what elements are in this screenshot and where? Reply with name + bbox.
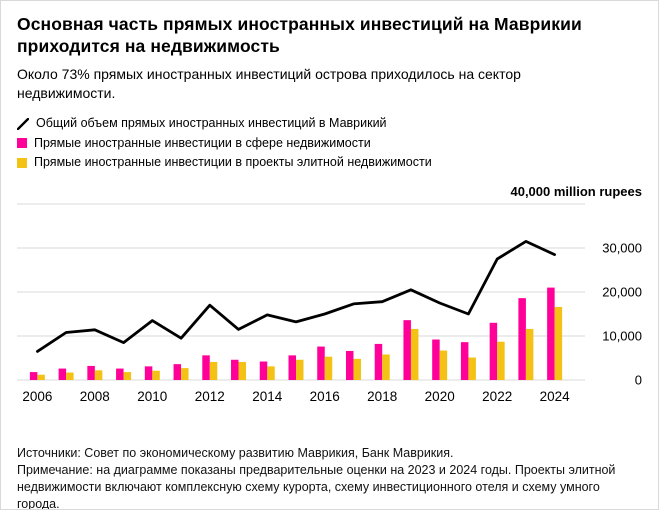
- svg-text:2012: 2012: [195, 389, 225, 404]
- svg-text:2006: 2006: [22, 389, 52, 404]
- legend-label: Общий объем прямых иностранных инвестици…: [36, 115, 387, 130]
- svg-text:2018: 2018: [367, 389, 397, 404]
- note-text: Примечание: на диаграмме показаны предва…: [17, 463, 616, 510]
- svg-text:20,000: 20,000: [602, 285, 642, 300]
- svg-text:2008: 2008: [80, 389, 110, 404]
- svg-text:10,000: 10,000: [602, 329, 642, 344]
- svg-text:2014: 2014: [252, 389, 283, 404]
- svg-text:2010: 2010: [137, 389, 167, 404]
- fdi-chart: 0 10,000 20,000 30,000 40,000 million rupees…: [17, 182, 642, 439]
- svg-text:40,000 million rupees: 40,000 million rupees: [510, 184, 642, 199]
- chart-subtitle: Около 73% прямых иностранных инвестиций …: [17, 65, 521, 102]
- svg-text:2020: 2020: [425, 389, 455, 404]
- legend-label: Прямые иностранные инвестиции в сфере не…: [34, 135, 371, 150]
- line-series-icon: [16, 117, 30, 131]
- svg-text:2022: 2022: [482, 389, 512, 404]
- legend-label: Прямые иностранные инвестиции в проекты …: [34, 155, 432, 170]
- chart-canvas: 0 10,000 20,000 30,000 40,000 million rupees…: [17, 184, 642, 404]
- svg-text:2016: 2016: [310, 389, 340, 404]
- yellow-square-icon: [17, 157, 27, 168]
- chart-footnote: Источники: Совет по экономическому разви…: [17, 445, 642, 510]
- pink-square-icon: [17, 138, 27, 149]
- svg-text:30,000: 30,000: [602, 241, 642, 256]
- legend-item-total-fdi: Общий объем прямых иностранных инвестици…: [16, 114, 642, 133]
- svg-text:0: 0: [635, 373, 642, 388]
- chart-title: Основная часть прямых иностранных инвест…: [17, 14, 582, 57]
- chart-legend: Общий объем прямых иностранных инвестици…: [16, 114, 642, 172]
- legend-item-luxury-real-estate-fdi: Прямые иностранные инвестиции в проекты …: [17, 153, 642, 172]
- svg-text:2024: 2024: [540, 389, 571, 404]
- sources-text: Источники: Совет по экономическому разви…: [17, 446, 454, 461]
- legend-item-real-estate-fdi: Прямые иностранные инвестиции в сфере не…: [17, 134, 642, 153]
